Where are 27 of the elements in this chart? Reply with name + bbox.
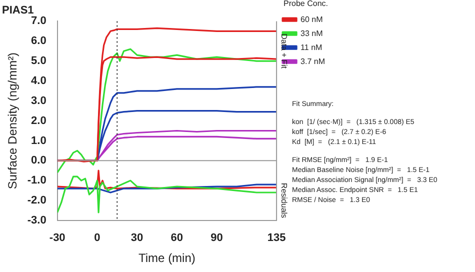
y-tick-label: 2.0 <box>31 114 46 127</box>
y-tick-label: -1.0 <box>27 174 46 187</box>
x-tick-label: 0 <box>94 232 100 244</box>
y-tick-label: 6.0 <box>31 35 46 48</box>
x-tick-label: -30 <box>49 232 66 244</box>
y-tick-label: -3.0 <box>27 214 46 226</box>
text: Data + Fit <box>279 34 288 70</box>
x-axis-title: Time (min) <box>138 251 196 266</box>
y-tick-label: 5.0 <box>31 55 46 68</box>
y-axis-title: Surface Density (ng/mm²) <box>6 52 20 190</box>
y-tick-label: -2.0 <box>27 194 46 207</box>
legend-label: 11 nM <box>300 42 323 52</box>
chart-title: PIAS1 <box>2 4 34 17</box>
y-tick-label: 1.0 <box>31 134 46 147</box>
y-tick-label: 4.0 <box>31 74 46 87</box>
y-tick-label: 7.0 <box>31 15 46 28</box>
y-tick-label: 0.0 <box>31 154 46 167</box>
legend-label: 3.7 nM <box>300 56 326 66</box>
x-tick-label: 60 <box>170 232 184 244</box>
x-tick-label: 30 <box>130 232 144 244</box>
x-tick-label: 135 <box>267 232 286 244</box>
legend-title: Probe Conc. <box>284 0 328 8</box>
x-tick-label: 90 <box>210 232 223 244</box>
legend-label: 33 nM <box>300 28 324 38</box>
y-tick-label: 3.0 <box>31 94 46 107</box>
legend-label: 60 nM <box>300 14 324 24</box>
text: Residuals <box>279 182 288 218</box>
